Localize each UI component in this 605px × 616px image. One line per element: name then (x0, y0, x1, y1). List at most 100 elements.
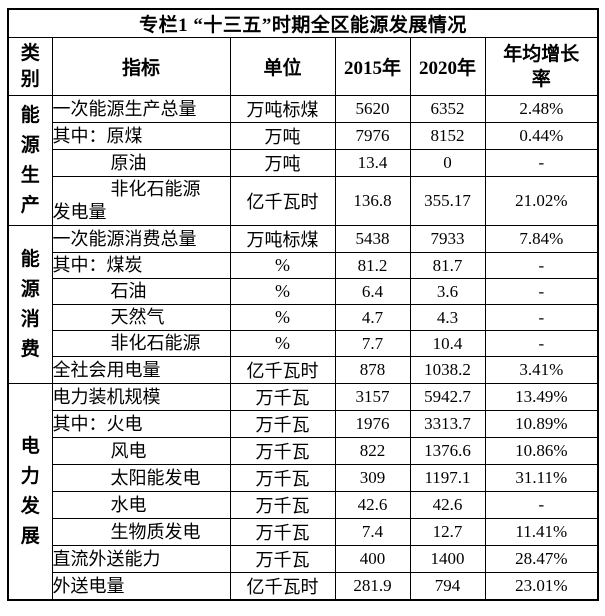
indicator-cell: 直流外送能力 (51, 545, 231, 573)
unit-cell: % (229, 252, 336, 279)
growth-cell: - (484, 149, 599, 177)
value-2020-cell: 12.7 (409, 518, 486, 546)
growth-cell: - (484, 491, 599, 519)
indicator-cell: 电力装机规模 (51, 383, 231, 411)
value-2015-cell: 4.7 (334, 304, 411, 331)
unit-cell: % (229, 278, 336, 305)
growth-cell: - (484, 278, 599, 305)
indicator-cell: 风电 (51, 437, 231, 465)
value-2020-cell: 6352 (409, 95, 486, 123)
value-2020-cell: 355.17 (409, 176, 486, 226)
value-2015-cell: 822 (334, 437, 411, 465)
table-row: 风电 万千瓦 822 1376.6 10.86% (8, 437, 599, 465)
value-2015-cell: 309 (334, 464, 411, 492)
growth-cell: 21.02% (484, 176, 599, 226)
table-row: 天然气 % 4.7 4.3 - (8, 304, 599, 331)
value-2015-cell: 400 (334, 545, 411, 573)
value-2020-cell: 42.6 (409, 491, 486, 519)
category-cell-energy-consumption: 能源消费 (7, 225, 53, 384)
value-2020-cell: 1197.1 (409, 464, 486, 492)
category-cell-power-development: 电力发展 (7, 383, 53, 601)
indicator-cell: 一次能源生产总量 (51, 95, 231, 123)
unit-cell: 万千瓦 (229, 464, 336, 492)
value-2020-cell: 3313.7 (409, 410, 486, 438)
indicator-cell: 水电 (51, 491, 231, 519)
value-2020-cell: 81.7 (409, 252, 486, 279)
growth-cell: - (484, 330, 599, 357)
value-2020-cell: 10.4 (409, 330, 486, 357)
table-row: 石油 % 6.4 3.6 - (8, 278, 599, 305)
growth-cell: 0.44% (484, 122, 599, 150)
unit-cell: % (229, 330, 336, 357)
indicator-cell: 天然气 (51, 304, 231, 331)
indicator-cell: 其中：火电 (51, 410, 231, 438)
growth-cell: - (484, 252, 599, 279)
category-label: 能源消费 (20, 248, 40, 360)
unit-cell: 万吨标煤 (229, 95, 336, 123)
indicator-cell: 非化石能源发电量 (51, 176, 231, 226)
table-row: 全社会用电量 亿千瓦时 878 1038.2 3.41% (8, 356, 599, 384)
growth-cell: 3.41% (484, 356, 599, 384)
table-row: 能源生产 一次能源生产总量 万吨标煤 5620 6352 2.48% (7, 95, 599, 226)
growth-cell: 23.01% (484, 572, 599, 601)
table-row: 太阳能发电 万千瓦 309 1197.1 31.11% (8, 464, 599, 492)
indicator-cell: 其中：原煤 (51, 122, 231, 150)
value-2015-cell: 3157 (334, 383, 411, 411)
value-2015-cell: 281.9 (334, 572, 411, 601)
growth-cell: 28.47% (484, 545, 599, 573)
table-row: 生物质发电 万千瓦 7.4 12.7 11.41% (8, 518, 599, 546)
table-row: 电力发展 电力装机规模 万千瓦 3157 5942.7 13.49% (7, 383, 599, 601)
value-2015-cell: 81.2 (334, 252, 411, 279)
unit-cell: 万吨 (229, 149, 336, 177)
table-row: 外送电量 亿千瓦时 281.9 794 23.01% (8, 572, 599, 601)
value-2015-cell: 5438 (334, 225, 411, 253)
unit-cell: 亿千瓦时 (229, 176, 336, 226)
table-row: 其中：原煤 万吨 7976 8152 0.44% (8, 122, 599, 150)
value-2015-cell: 5620 (334, 95, 411, 123)
unit-cell: 万千瓦 (229, 491, 336, 519)
category-cell-energy-production: 能源生产 (7, 95, 53, 226)
growth-cell: - (484, 304, 599, 331)
value-2020-cell: 7933 (409, 225, 486, 253)
value-2020-cell: 1376.6 (409, 437, 486, 465)
growth-cell: 13.49% (484, 383, 599, 411)
value-2020-cell: 4.3 (409, 304, 486, 331)
table-title: 专栏1 “十三五”时期全区能源发展情况 (7, 8, 599, 38)
unit-cell: % (229, 304, 336, 331)
table-row: 原油 万吨 13.4 0 - (8, 149, 599, 177)
value-2020-cell: 1400 (409, 545, 486, 573)
table-row: 非化石能源发电量 亿千瓦时 136.8 355.17 21.02% (8, 176, 599, 226)
value-2020-cell: 0 (409, 149, 486, 177)
value-2015-cell: 1976 (334, 410, 411, 438)
col-header-indicator: 指标 (51, 37, 231, 96)
indicator-cell: 全社会用电量 (51, 356, 231, 384)
col-header-growth: 年均增长率 (484, 37, 599, 96)
indicator-cell: 一次能源消费总量 (51, 225, 231, 253)
indicator-cell: 其中：煤炭 (51, 252, 231, 279)
growth-cell: 10.89% (484, 410, 599, 438)
col-header-2020: 2020年 (409, 37, 486, 96)
unit-cell: 万千瓦 (229, 437, 336, 465)
energy-development-table: 专栏1 “十三五”时期全区能源发展情况 类别 指标 单位 2015年 2020年… (7, 8, 600, 601)
table-row: 其中：火电 万千瓦 1976 3313.7 10.89% (8, 410, 599, 438)
unit-cell: 亿千瓦时 (229, 356, 336, 384)
col-header-category: 类别 (7, 37, 53, 96)
value-2015-cell: 136.8 (334, 176, 411, 226)
col-header-2015: 2015年 (334, 37, 411, 96)
category-label: 电力发展 (20, 435, 40, 547)
unit-cell: 亿千瓦时 (229, 572, 336, 601)
growth-cell: 31.11% (484, 464, 599, 492)
value-2020-cell: 1038.2 (409, 356, 486, 384)
value-2015-cell: 7976 (334, 122, 411, 150)
table-row: 其中：煤炭 % 81.2 81.7 - (8, 252, 599, 279)
growth-cell: 10.86% (484, 437, 599, 465)
indicator-cell: 原油 (51, 149, 231, 177)
growth-cell: 2.48% (484, 95, 599, 123)
value-2020-cell: 5942.7 (409, 383, 486, 411)
table-row: 非化石能源 % 7.7 10.4 - (8, 330, 599, 357)
value-2015-cell: 878 (334, 356, 411, 384)
growth-cell: 7.84% (484, 225, 599, 253)
category-label: 能源生产 (20, 104, 40, 216)
col-header-growth-label: 年均增长率 (503, 43, 580, 90)
